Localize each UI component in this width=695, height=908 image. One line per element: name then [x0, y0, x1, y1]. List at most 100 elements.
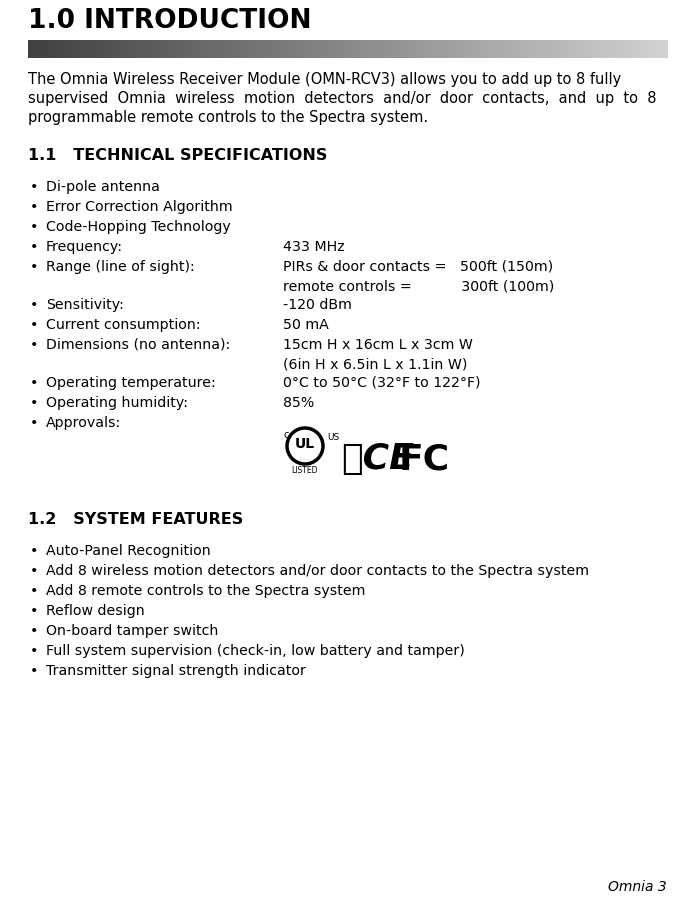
- Text: 85%: 85%: [283, 396, 314, 410]
- Bar: [435, 40, 437, 58]
- Bar: [399, 40, 401, 58]
- Text: •: •: [30, 564, 38, 578]
- Bar: [648, 40, 651, 58]
- Bar: [652, 40, 655, 58]
- Bar: [550, 40, 553, 58]
- Bar: [401, 40, 403, 58]
- Bar: [633, 40, 635, 58]
- Bar: [96, 40, 99, 58]
- Bar: [32, 40, 35, 58]
- Bar: [228, 40, 231, 58]
- Text: LISTED: LISTED: [292, 466, 318, 475]
- Text: 50 mA: 50 mA: [283, 318, 329, 332]
- Bar: [554, 40, 557, 58]
- Bar: [252, 40, 254, 58]
- Bar: [650, 40, 653, 58]
- Bar: [254, 40, 256, 58]
- Bar: [203, 40, 205, 58]
- Bar: [654, 40, 657, 58]
- Bar: [267, 40, 269, 58]
- Text: •: •: [30, 260, 38, 274]
- Bar: [656, 40, 659, 58]
- Bar: [220, 40, 222, 58]
- Text: ⃎CE: ⃎CE: [341, 442, 414, 476]
- Bar: [58, 40, 60, 58]
- Bar: [247, 40, 250, 58]
- Bar: [107, 40, 109, 58]
- Bar: [558, 40, 561, 58]
- Bar: [28, 40, 31, 58]
- Bar: [480, 40, 482, 58]
- Bar: [546, 40, 548, 58]
- Bar: [552, 40, 555, 58]
- Bar: [188, 40, 190, 58]
- Text: •: •: [30, 544, 38, 558]
- Bar: [143, 40, 146, 58]
- Bar: [137, 40, 139, 58]
- Bar: [37, 40, 39, 58]
- Bar: [610, 40, 612, 58]
- Bar: [350, 40, 352, 58]
- Bar: [362, 40, 365, 58]
- Bar: [218, 40, 220, 58]
- Bar: [47, 40, 50, 58]
- Bar: [356, 40, 359, 58]
- Bar: [292, 40, 295, 58]
- Bar: [531, 40, 533, 58]
- Bar: [469, 40, 471, 58]
- Bar: [460, 40, 463, 58]
- Bar: [126, 40, 129, 58]
- Bar: [156, 40, 158, 58]
- Text: Add 8 remote controls to the Spectra system: Add 8 remote controls to the Spectra sys…: [46, 584, 366, 598]
- Bar: [635, 40, 638, 58]
- Bar: [375, 40, 378, 58]
- Bar: [403, 40, 405, 58]
- Bar: [354, 40, 357, 58]
- Bar: [328, 40, 331, 58]
- Bar: [441, 40, 444, 58]
- Text: FC: FC: [399, 442, 450, 476]
- Bar: [482, 40, 484, 58]
- Bar: [115, 40, 118, 58]
- Bar: [392, 40, 395, 58]
- Text: Approvals:: Approvals:: [46, 416, 121, 430]
- Bar: [422, 40, 425, 58]
- Bar: [222, 40, 224, 58]
- Bar: [260, 40, 263, 58]
- Bar: [582, 40, 584, 58]
- Bar: [324, 40, 327, 58]
- Text: •: •: [30, 644, 38, 658]
- Bar: [622, 40, 625, 58]
- Bar: [113, 40, 116, 58]
- Bar: [639, 40, 642, 58]
- Bar: [158, 40, 161, 58]
- Bar: [454, 40, 457, 58]
- Bar: [239, 40, 241, 58]
- Bar: [111, 40, 114, 58]
- Bar: [396, 40, 399, 58]
- Bar: [343, 40, 346, 58]
- Bar: [250, 40, 252, 58]
- Bar: [367, 40, 369, 58]
- Bar: [181, 40, 184, 58]
- Text: c: c: [283, 430, 288, 440]
- Bar: [567, 40, 569, 58]
- Bar: [277, 40, 280, 58]
- Text: •: •: [30, 200, 38, 214]
- Bar: [139, 40, 141, 58]
- Bar: [445, 40, 448, 58]
- Text: remote controls =           300ft (100m): remote controls = 300ft (100m): [283, 280, 554, 294]
- Bar: [245, 40, 248, 58]
- Bar: [224, 40, 227, 58]
- Bar: [345, 40, 348, 58]
- Bar: [109, 40, 112, 58]
- Bar: [196, 40, 199, 58]
- Bar: [448, 40, 450, 58]
- Bar: [443, 40, 446, 58]
- Bar: [162, 40, 165, 58]
- Bar: [465, 40, 467, 58]
- Bar: [518, 40, 521, 58]
- Bar: [539, 40, 542, 58]
- Bar: [117, 40, 120, 58]
- Bar: [77, 40, 80, 58]
